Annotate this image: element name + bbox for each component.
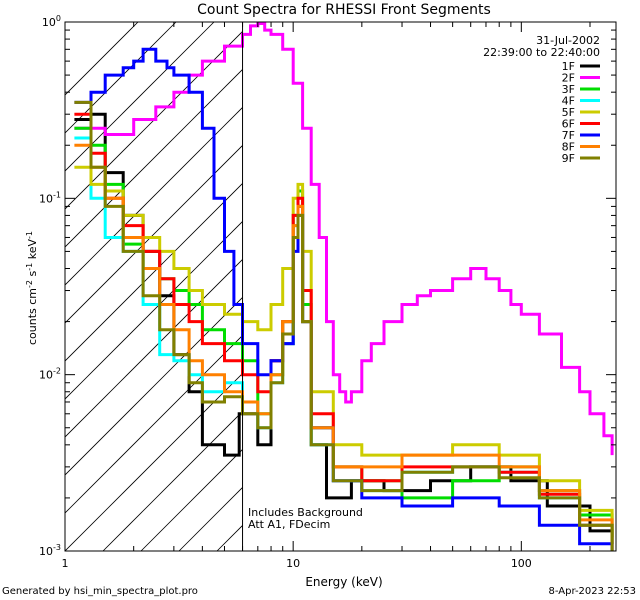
chart-title: Count Spectra for RHESSI Front Segments <box>197 2 491 18</box>
hatch-line <box>65 372 243 551</box>
hatch-line <box>140 448 243 551</box>
y-axis-label: counts cm-2 s-1 keV-1 <box>25 231 39 345</box>
hatch-line <box>65 22 177 134</box>
annotation-attenuator: Att A1, FDecim <box>248 518 330 531</box>
y-axis-ticks: 10-3 10-2 10-1 100 <box>39 14 616 558</box>
y-label-sup-2: -1 <box>25 263 34 271</box>
series-2F <box>74 22 614 456</box>
annotation-background: Includes Background <box>248 506 363 519</box>
series-7F <box>74 47 614 551</box>
hatch-line <box>65 220 243 400</box>
x-tick-label: 1 <box>62 557 69 570</box>
x-tick-label: 100 <box>511 557 532 570</box>
y-tick-label: 10-3 <box>39 543 61 558</box>
legend-label-1F: 1F <box>562 60 575 73</box>
x-axis-label: Energy (keV) <box>305 575 382 589</box>
legend-label-7F: 7F <box>562 129 575 142</box>
y-tick-label: 10-2 <box>39 367 61 382</box>
legend-label-8F: 8F <box>562 141 575 154</box>
hatch-line <box>65 22 215 172</box>
hatch-line <box>65 30 243 210</box>
y-label-part-3: keV <box>26 239 39 263</box>
y-label-part-1: counts cm <box>26 288 39 345</box>
footer-generated-date: 8-Apr-2023 22:53 <box>549 586 636 597</box>
svg-text:counts cm-2 s-1 keV-1: counts cm-2 s-1 keV-1 <box>25 231 39 345</box>
plot-frame <box>64 21 617 552</box>
series-5F <box>74 165 614 537</box>
series-group <box>74 22 614 551</box>
hatch-line <box>65 182 243 362</box>
y-tick-label: 100 <box>42 14 61 29</box>
hatch-line <box>65 296 243 476</box>
legend-label-9F: 9F <box>562 152 575 165</box>
legend-label-4F: 4F <box>562 95 575 108</box>
hatch-line <box>65 144 243 324</box>
x-tick-label: 10 <box>286 557 300 570</box>
hatch-line <box>102 410 243 551</box>
legend-label-6F: 6F <box>562 118 575 131</box>
y-tick-label: 10-1 <box>39 190 61 205</box>
hatch-line <box>65 106 243 286</box>
legend-label-3F: 3F <box>562 83 575 96</box>
hatch-line <box>65 334 243 514</box>
time-range-label: 22:39:00 to 22:40:00 <box>483 46 600 59</box>
y-label-sup-3: -1 <box>25 231 34 239</box>
legend-label-5F: 5F <box>562 106 575 119</box>
footer-generated-by: Generated by hsi_min_spectra_plot.pro <box>2 586 198 597</box>
hatch-line <box>65 258 243 438</box>
y-label-sup-1: -2 <box>25 280 34 288</box>
legend-label-2F: 2F <box>562 72 575 85</box>
date-label: 31-Jul-2002 <box>536 34 600 47</box>
y-label-part-2: s <box>26 270 39 279</box>
series-9F <box>74 100 614 551</box>
x-axis-ticks: 1 10 100 <box>62 22 591 570</box>
